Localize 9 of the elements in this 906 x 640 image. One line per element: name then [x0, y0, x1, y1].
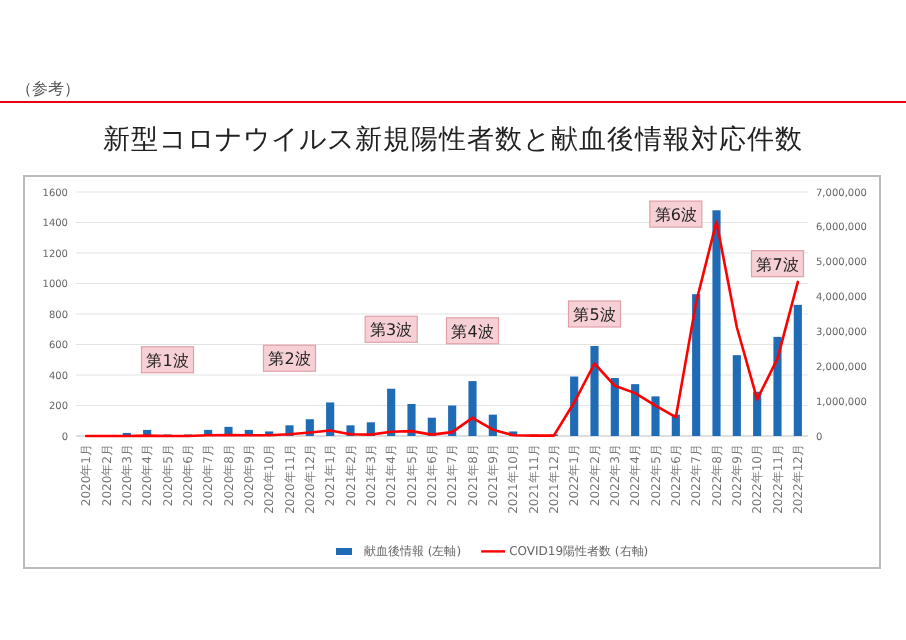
- annotation: 第7波: [756, 255, 799, 274]
- annotation: 第2波: [268, 350, 311, 369]
- annotation: 第3波: [370, 321, 413, 340]
- text: （参考）: [16, 80, 80, 98]
- chart-title: 新型コロナウイルス新規陽性者数と献血後情報対応件数: [103, 124, 803, 156]
- annotation: 第4波: [451, 322, 494, 341]
- annotation: 第6波: [654, 206, 697, 225]
- annotation: 第5波: [573, 306, 616, 324]
- annotation: 第1波: [146, 351, 189, 370]
